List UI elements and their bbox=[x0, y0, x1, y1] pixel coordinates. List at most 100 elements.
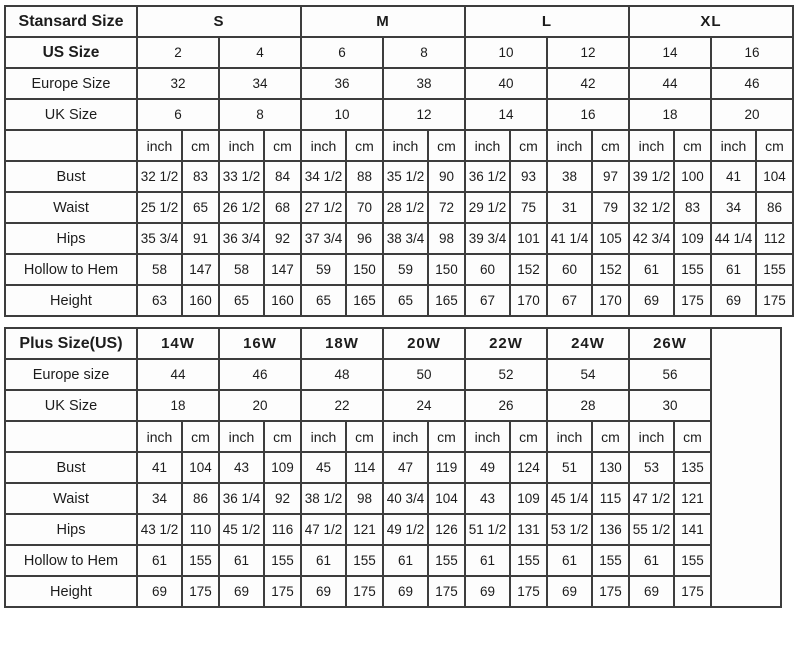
plus-size-table: Plus Size(US) 14W 16W 18W 20W 22W 24W 26W Europe… bbox=[4, 327, 782, 608]
measurement-row: Height 63 160 65 160 65 165 65 165 67 170 67 170 69 17… bbox=[4, 284, 794, 317]
measurement-value-cell: 61 bbox=[382, 544, 429, 577]
measurement-value-cell: 65 bbox=[218, 284, 265, 317]
measurement-value-cell: 72 bbox=[427, 191, 466, 224]
measurement-value-cell: 69 bbox=[136, 575, 183, 608]
measurement-value-cell: 45 1/4 bbox=[546, 482, 593, 515]
measurement-row-label: Height bbox=[4, 575, 138, 608]
unit-header-inch: inch bbox=[464, 129, 511, 162]
measurement-value-cell: 86 bbox=[755, 191, 794, 224]
row-label: UK Size bbox=[4, 98, 138, 131]
measurement-row: Bust 41 104 43 109 45 114 47 119 49 124 51 130 53 135 bbox=[4, 451, 781, 484]
measurement-value-cell: 61 bbox=[710, 253, 757, 286]
measurement-value-cell: 44 1/4 bbox=[710, 222, 757, 255]
measurement-value-cell: 61 bbox=[628, 253, 675, 286]
unit-header-cm: cm bbox=[427, 420, 466, 453]
measurement-value-cell: 110 bbox=[181, 513, 220, 546]
measurement-value-cell: 45 bbox=[300, 451, 347, 484]
measurement-value-cell: 38 1/2 bbox=[300, 482, 347, 515]
measurement-value-cell: 97 bbox=[591, 160, 630, 193]
size-value-cell: 10 bbox=[300, 98, 384, 131]
measurement-value-cell: 32 1/2 bbox=[628, 191, 675, 224]
measurement-value-cell: 135 bbox=[673, 451, 712, 484]
measurement-value-cell: 109 bbox=[509, 482, 548, 515]
size-conversion-row: Europe size 44 46 48 50 52 54 56 bbox=[4, 358, 781, 391]
measurement-value-cell: 26 1/2 bbox=[218, 191, 265, 224]
unit-header-cm: cm bbox=[263, 129, 302, 162]
size-value-cell: 22 bbox=[300, 389, 384, 422]
measurement-value-cell: 83 bbox=[181, 160, 220, 193]
measurement-row: Hollow to Hem 61 155 61 155 61 155 61 155 61 155 61… bbox=[4, 544, 781, 577]
measurement-value-cell: 92 bbox=[263, 482, 302, 515]
measurement-value-cell: 61 bbox=[218, 544, 265, 577]
size-value-cell: 52 bbox=[464, 358, 548, 391]
size-group-header: L bbox=[464, 5, 630, 38]
measurement-value-cell: 53 bbox=[628, 451, 675, 484]
measurement-value-cell: 160 bbox=[263, 284, 302, 317]
unit-header-row: inch cm inch cm inch cm inch cm inch cm inch cm inch… bbox=[4, 420, 781, 453]
measurement-value-cell: 114 bbox=[345, 451, 384, 484]
measurement-value-cell: 67 bbox=[464, 284, 511, 317]
measurement-value-cell: 155 bbox=[591, 544, 630, 577]
measurement-value-cell: 69 bbox=[710, 284, 757, 317]
measurement-value-cell: 47 1/2 bbox=[300, 513, 347, 546]
measurement-value-cell: 155 bbox=[755, 253, 794, 286]
unit-header-cm: cm bbox=[673, 420, 712, 453]
measurement-value-cell: 51 bbox=[546, 451, 593, 484]
measurement-value-cell: 53 1/2 bbox=[546, 513, 593, 546]
measurement-row-label: Bust bbox=[4, 160, 138, 193]
measurement-value-cell: 175 bbox=[591, 575, 630, 608]
measurement-value-cell: 136 bbox=[591, 513, 630, 546]
measurement-value-cell: 43 1/2 bbox=[136, 513, 183, 546]
measurement-value-cell: 104 bbox=[755, 160, 794, 193]
measurement-value-cell: 165 bbox=[345, 284, 384, 317]
measurement-value-cell: 116 bbox=[263, 513, 302, 546]
measurement-row: Height 69 175 69 175 69 175 69 175 69 175 69 175 69 17… bbox=[4, 575, 781, 608]
size-value-cell: 38 bbox=[382, 67, 466, 100]
size-value-cell: 2 bbox=[136, 36, 220, 69]
size-value-cell: 16 bbox=[710, 36, 794, 69]
measurement-value-cell: 150 bbox=[427, 253, 466, 286]
measurement-value-cell: 155 bbox=[673, 544, 712, 577]
size-conversion-row: Europe Size 32 34 36 38 40 42 44 46 bbox=[4, 67, 794, 100]
measurement-value-cell: 37 3/4 bbox=[300, 222, 347, 255]
size-group-header: 22W bbox=[464, 327, 548, 360]
measurement-value-cell: 165 bbox=[427, 284, 466, 317]
measurement-value-cell: 69 bbox=[628, 284, 675, 317]
size-group-header: 24W bbox=[546, 327, 630, 360]
measurement-value-cell: 170 bbox=[591, 284, 630, 317]
unit-header-cm: cm bbox=[345, 129, 384, 162]
measurement-value-cell: 63 bbox=[136, 284, 183, 317]
measurement-value-cell: 27 1/2 bbox=[300, 191, 347, 224]
measurement-value-cell: 93 bbox=[509, 160, 548, 193]
measurement-row: Hips 43 1/2 110 45 1/2 116 47 1/2 121 49 1/2 126… bbox=[4, 513, 781, 546]
measurement-value-cell: 88 bbox=[345, 160, 384, 193]
measurement-value-cell: 175 bbox=[345, 575, 384, 608]
size-group-header: M bbox=[300, 5, 466, 38]
measurement-value-cell: 175 bbox=[509, 575, 548, 608]
unit-header-cm: cm bbox=[591, 129, 630, 162]
measurement-value-cell: 131 bbox=[509, 513, 548, 546]
measurement-value-cell: 34 1/2 bbox=[300, 160, 347, 193]
measurement-value-cell: 69 bbox=[546, 575, 593, 608]
unit-header-cm: cm bbox=[263, 420, 302, 453]
measurement-value-cell: 75 bbox=[509, 191, 548, 224]
unit-header-cm: cm bbox=[427, 129, 466, 162]
unit-header-inch: inch bbox=[628, 420, 675, 453]
size-value-cell: 8 bbox=[218, 98, 302, 131]
measurement-value-cell: 33 1/2 bbox=[218, 160, 265, 193]
measurement-value-cell: 47 bbox=[382, 451, 429, 484]
measurement-value-cell: 36 1/2 bbox=[464, 160, 511, 193]
measurement-value-cell: 40 3/4 bbox=[382, 482, 429, 515]
measurement-value-cell: 175 bbox=[673, 284, 712, 317]
size-value-cell: 14 bbox=[628, 36, 712, 69]
measurement-value-cell: 104 bbox=[427, 482, 466, 515]
size-group-header: 16W bbox=[218, 327, 302, 360]
unit-header-cm: cm bbox=[509, 420, 548, 453]
unit-header-inch: inch bbox=[628, 129, 675, 162]
measurement-row-label: Hips bbox=[4, 513, 138, 546]
measurement-value-cell: 124 bbox=[509, 451, 548, 484]
size-value-cell: 24 bbox=[382, 389, 466, 422]
measurement-value-cell: 58 bbox=[218, 253, 265, 286]
measurement-value-cell: 92 bbox=[263, 222, 302, 255]
measurement-value-cell: 126 bbox=[427, 513, 466, 546]
